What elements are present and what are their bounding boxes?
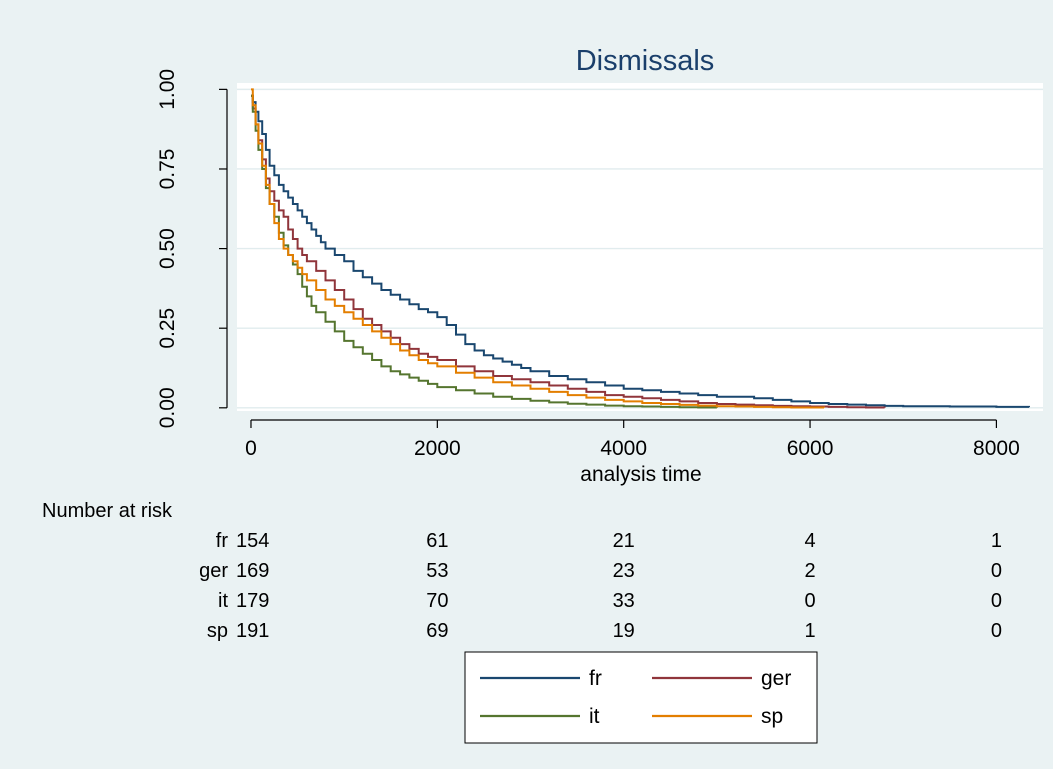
legend-label-sp: sp (761, 705, 783, 728)
risk-value-ger-8000: 0 (991, 560, 1002, 582)
y-tick-label-3: 0.75 (156, 149, 179, 190)
x-tick-label-3: 6000 (787, 437, 834, 460)
risk-value-it-6000: 0 (804, 590, 815, 612)
risk-value-sp-4000: 19 (613, 620, 635, 642)
risk-value-fr-8000: 1 (991, 530, 1002, 552)
risk-value-ger-6000: 2 (804, 560, 815, 582)
risk-value-sp-6000: 1 (804, 620, 815, 642)
risk-row-label-sp: sp (207, 620, 228, 642)
risk-value-sp-2000: 69 (426, 620, 448, 642)
x-axis-ticks: 0 2000 4000 6000 8000 (245, 420, 1020, 460)
series-line-it (251, 94, 718, 409)
series-layer (251, 88, 1030, 409)
plot-background (237, 83, 1043, 411)
risk-value-ger-0: 169 (236, 560, 269, 582)
legend-label-fr: fr (589, 667, 602, 690)
x-tick-label-1: 2000 (414, 437, 461, 460)
y-tick-label-4: 1.00 (156, 69, 179, 110)
risk-value-it-0: 179 (236, 590, 269, 612)
x-axis-label: analysis time (580, 463, 701, 486)
risk-value-it-8000: 0 (991, 590, 1002, 612)
legend-label-ger: ger (761, 667, 791, 690)
y-tick-label-2: 0.50 (156, 228, 179, 269)
risk-value-it-2000: 70 (426, 590, 448, 612)
series-line-fr (251, 94, 1030, 408)
risk-value-it-4000: 33 (613, 590, 635, 612)
series-line-sp (251, 88, 825, 409)
y-axis-ticks: 0.00 0.25 0.50 0.75 1.00 (156, 69, 227, 428)
risk-row-label-it: it (218, 590, 228, 612)
legend-label-it: it (589, 705, 600, 728)
risk-row-label-ger: ger (199, 560, 228, 582)
y-tick-label-1: 0.25 (156, 308, 179, 349)
legend: fr ger it sp (464, 651, 818, 744)
risk-table-heading: Number at risk (42, 500, 173, 522)
risk-value-sp-8000: 0 (991, 620, 1002, 642)
risk-value-fr-6000: 4 (804, 530, 815, 552)
x-tick-label-2: 4000 (600, 437, 647, 460)
risk-value-fr-0: 154 (236, 530, 269, 552)
risk-row-label-fr: fr (216, 530, 229, 552)
legend-box (464, 651, 818, 744)
risk-value-sp-0: 191 (236, 620, 269, 642)
risk-value-ger-2000: 53 (426, 560, 448, 582)
x-tick-label-4: 8000 (973, 437, 1020, 460)
y-tick-label-0: 0.00 (156, 387, 179, 428)
risk-value-ger-4000: 23 (613, 560, 635, 582)
series-line-ger (251, 94, 886, 409)
risk-value-fr-2000: 61 (426, 530, 448, 552)
chart-title: Dismissals (576, 45, 715, 77)
x-tick-label-0: 0 (245, 437, 257, 460)
risk-value-fr-4000: 21 (613, 530, 635, 552)
